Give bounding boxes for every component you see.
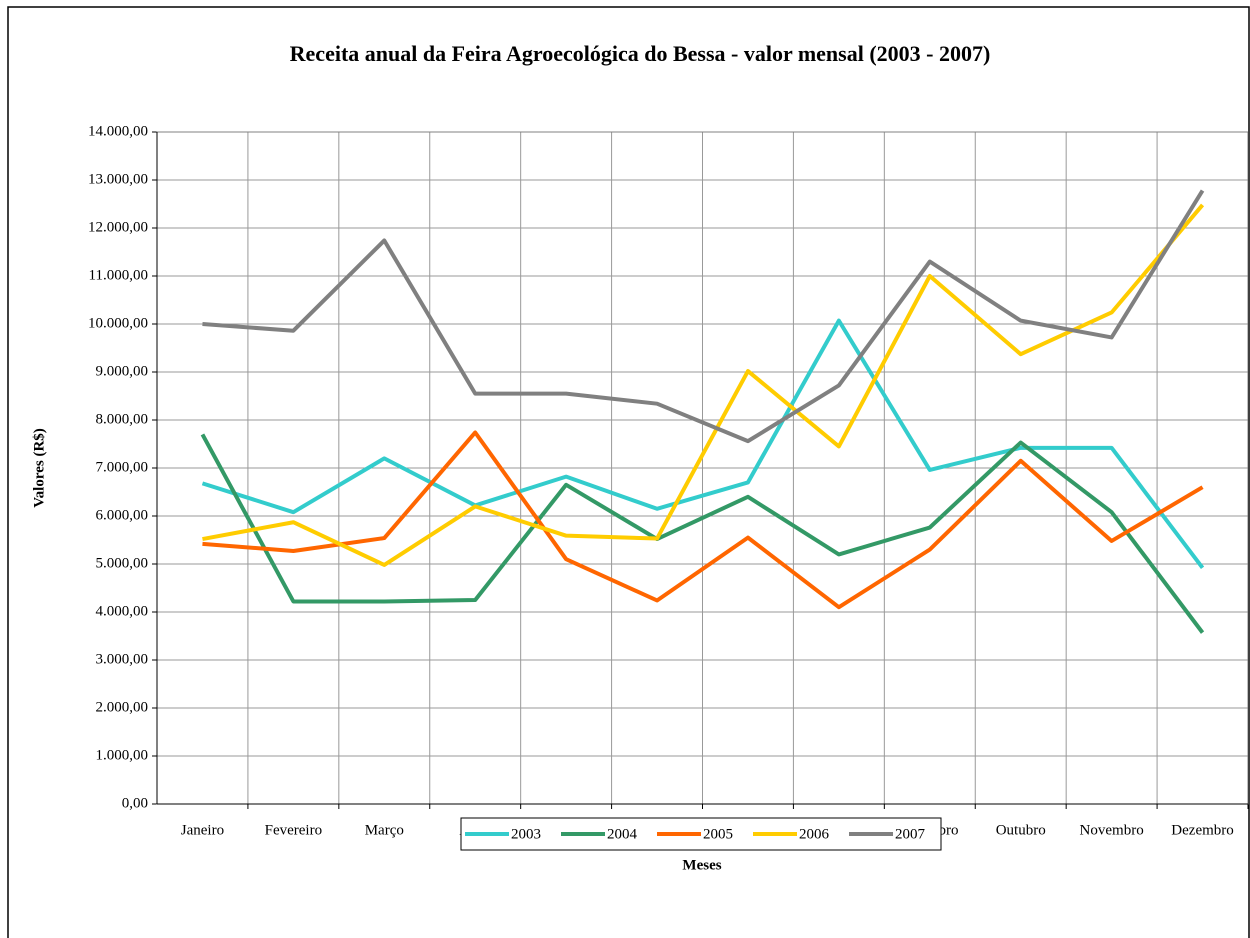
series-line	[201, 318, 1205, 570]
x-tick-label: Março	[365, 822, 404, 838]
x-axis-label: Meses	[682, 857, 721, 873]
series-line	[202, 203, 1205, 567]
y-tick-label: 4.000,00	[96, 603, 149, 619]
y-tick-label: 10.000,00	[88, 315, 148, 331]
series-line	[202, 189, 1205, 444]
legend-label: 2003	[511, 826, 541, 842]
chart-border	[7, 6, 1250, 938]
y-tick-label: 8.000,00	[96, 411, 149, 427]
x-tick-label: Dezembro	[1171, 822, 1233, 838]
y-tick-label: 5.000,00	[96, 555, 149, 571]
y-axis-label: Valores (R$)	[31, 428, 47, 508]
y-tick-label: 7.000,00	[96, 459, 149, 475]
y-tick-label: 1.000,00	[96, 747, 149, 763]
legend-label: 2005	[703, 826, 733, 842]
legend-label: 2004	[607, 826, 638, 842]
x-tick-label: Fevereiro	[265, 822, 322, 838]
legend-label: 2006	[799, 826, 830, 842]
y-tick-label: 13.000,00	[88, 171, 148, 187]
y-tick-label: 0,00	[122, 795, 148, 811]
y-tick-label: 2.000,00	[96, 699, 149, 715]
y-tick-label: 14.000,00	[88, 123, 148, 139]
y-tick-label: 9.000,00	[96, 363, 149, 379]
chart-title: Receita anual da Feira Agroecológica do …	[290, 41, 991, 66]
legend-label: 2007	[895, 826, 926, 842]
series-line	[202, 430, 1204, 610]
series-line	[200, 433, 1205, 634]
x-tick-label: Janeiro	[181, 822, 224, 838]
x-tick-label: Novembro	[1080, 822, 1144, 838]
y-tick-label: 12.000,00	[88, 219, 148, 235]
y-tick-label: 3.000,00	[96, 651, 149, 667]
x-tick-label: Outubro	[996, 822, 1046, 838]
y-tick-label: 6.000,00	[96, 507, 149, 523]
y-tick-label: 11.000,00	[89, 267, 148, 283]
